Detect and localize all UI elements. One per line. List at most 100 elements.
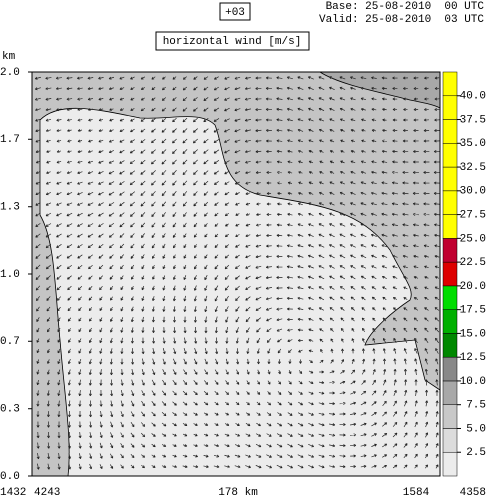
colorbar-bin xyxy=(442,190,458,215)
wind-arrow xyxy=(57,453,61,460)
wind-arrow xyxy=(56,244,62,248)
wind-arrow xyxy=(36,442,40,449)
wind-arrow xyxy=(360,401,367,406)
wind-arrow xyxy=(88,118,93,122)
wind-arrow xyxy=(98,87,104,91)
wind-arrow xyxy=(98,275,103,280)
wind-arrow xyxy=(423,150,430,154)
wind-arrow xyxy=(265,128,272,132)
wind-arrow xyxy=(381,181,388,185)
wind-arrow xyxy=(318,212,325,216)
wind-arrow xyxy=(318,118,325,122)
wind-arrow xyxy=(140,222,146,228)
wind-arrow xyxy=(234,108,241,112)
wind-arrow xyxy=(287,202,293,206)
wind-arrow xyxy=(225,358,229,365)
wind-arrow xyxy=(109,453,114,459)
wind-arrow xyxy=(120,285,124,291)
wind-arrow xyxy=(214,191,219,196)
wind-arrow xyxy=(381,432,388,437)
wind-arrow xyxy=(108,160,115,164)
wind-arrow xyxy=(88,264,93,270)
wind-arrow xyxy=(215,358,219,365)
wind-arrow xyxy=(329,139,335,143)
wind-arrow xyxy=(307,86,314,90)
wind-arrow xyxy=(120,275,124,280)
wind-arrow xyxy=(360,202,367,206)
wind-arrow xyxy=(77,108,83,112)
wind-arrow xyxy=(350,233,356,238)
wind-arrow xyxy=(434,139,440,143)
wind-arrow xyxy=(286,254,293,258)
wind-arrow xyxy=(412,223,419,227)
wind-arrow xyxy=(351,328,355,332)
wind-arrow xyxy=(286,86,293,90)
wind-arrow xyxy=(203,465,209,469)
wind-arrow xyxy=(308,412,314,416)
wind-arrow xyxy=(182,465,188,469)
wind-arrow xyxy=(161,201,167,207)
wind-arrow xyxy=(414,337,418,344)
wind-arrow xyxy=(151,233,156,238)
wind-arrow xyxy=(56,150,62,153)
wind-arrow xyxy=(215,337,219,344)
wind-arrow xyxy=(108,87,114,91)
wind-arrow xyxy=(255,139,262,143)
wind-arrow xyxy=(183,295,187,302)
wind-arrow xyxy=(119,222,125,228)
wind-arrow xyxy=(151,316,155,323)
wind-arrow xyxy=(120,337,124,344)
wind-arrow xyxy=(287,422,293,427)
wind-arrow xyxy=(381,97,387,101)
wind-arrow xyxy=(224,107,230,112)
wind-arrow xyxy=(203,107,209,112)
wind-arrow xyxy=(255,465,262,469)
wind-arrow xyxy=(151,201,156,207)
wind-arrow xyxy=(193,423,198,426)
wind-arrow xyxy=(339,423,346,427)
wind-arrow xyxy=(46,139,51,143)
wind-arrow xyxy=(108,191,115,196)
wind-arrow xyxy=(318,391,325,395)
wind-arrow xyxy=(151,87,156,91)
wind-arrow xyxy=(371,149,377,153)
wind-arrow xyxy=(234,97,241,101)
wind-arrow xyxy=(267,401,272,406)
wind-arrow xyxy=(108,150,114,154)
wind-arrow xyxy=(298,359,303,364)
wind-arrow xyxy=(109,369,113,376)
wind-arrow xyxy=(213,170,219,175)
wind-arrow xyxy=(339,380,346,384)
wind-arrow xyxy=(109,285,114,291)
wind-arrow xyxy=(224,202,230,206)
wind-arrow xyxy=(47,453,51,460)
wind-arrow xyxy=(182,380,188,386)
wind-arrow xyxy=(203,433,209,437)
wind-arrow xyxy=(120,296,124,301)
wind-arrow xyxy=(392,97,398,101)
wind-arrow xyxy=(204,254,208,259)
wind-arrow xyxy=(277,170,282,174)
wind-arrow xyxy=(68,348,71,354)
wind-arrow xyxy=(35,191,41,196)
wind-arrow xyxy=(371,86,377,90)
wind-arrow xyxy=(339,454,346,458)
wind-arrow xyxy=(141,379,145,386)
wind-arrow xyxy=(255,108,262,112)
wind-arrow xyxy=(414,411,418,417)
colorbar-bin xyxy=(442,404,458,429)
wind-arrow xyxy=(203,86,209,91)
wind-arrow xyxy=(329,128,335,132)
wind-arrow xyxy=(78,421,82,428)
wind-arrow xyxy=(152,275,155,280)
wind-arrow xyxy=(245,181,251,185)
wind-arrow xyxy=(413,297,419,300)
wind-arrow xyxy=(381,443,388,448)
wind-arrow xyxy=(391,202,399,206)
wind-arrow xyxy=(57,348,61,354)
wind-arrow xyxy=(225,327,229,334)
wind-arrow xyxy=(36,390,40,396)
wind-arrow xyxy=(203,138,209,144)
wind-arrow xyxy=(308,338,314,342)
